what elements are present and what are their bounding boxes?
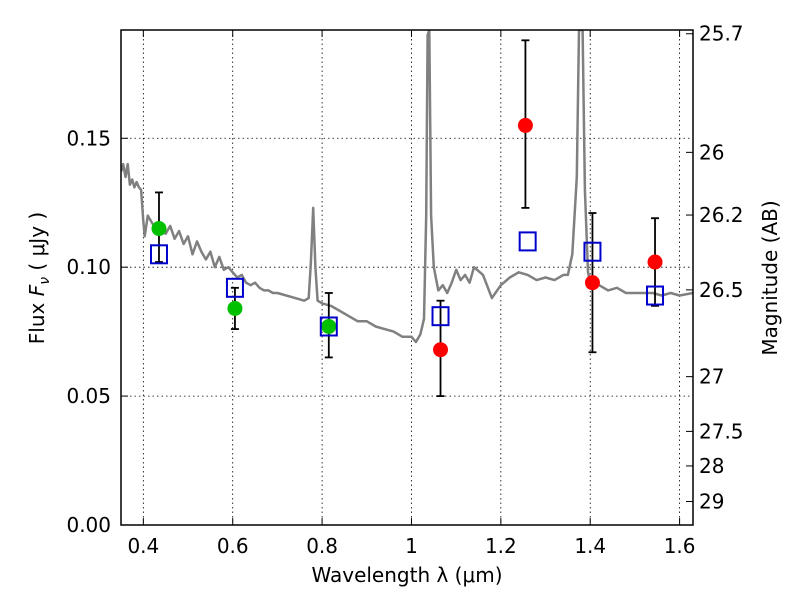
y-tick-label: 0.10 (66, 255, 111, 279)
right-axis-label: Magnitude (AB) (758, 200, 782, 355)
model-photometry-square (149, 244, 168, 265)
x-tick-label: 0.6 (217, 534, 249, 558)
x-tick-label: 1.4 (574, 534, 606, 558)
right-tick-label: 26 (699, 140, 724, 164)
model-photometry-square (583, 241, 602, 262)
x-tick-label: 1.2 (485, 534, 517, 558)
model-photometry-square (319, 316, 338, 337)
plot-area (121, 30, 693, 344)
y-axis-label-prefix: Flux (25, 296, 49, 344)
y-axis-label-sub: ν (37, 277, 53, 285)
observed-flux-red-point (433, 342, 449, 358)
x-axis-label: Wavelength λ (μm) (311, 563, 502, 587)
x-tick-label: 0.8 (306, 534, 338, 558)
x-tick-label: 1 (405, 534, 418, 558)
x-tick-label: 0.4 (127, 534, 159, 558)
observed-flux-red-point (647, 254, 663, 270)
axes: 0.4 0.6 0.8 1 1.2 1.4 1.6 0.00 0.05 0.10 0.15 25.7 2… (66, 22, 743, 558)
y-axis-label-suffix: ( μJy ) (25, 212, 49, 277)
model-photometry-square (225, 277, 244, 298)
x-tick-label: 1.6 (664, 534, 696, 558)
observed-flux-green-point (227, 300, 243, 316)
right-tick-label: 26.2 (699, 203, 744, 227)
model-photometry-square (518, 231, 537, 252)
observed-flux-red-point (517, 117, 533, 133)
y-tick-label: 0.00 (66, 513, 111, 537)
right-tick-label: 29 (699, 489, 724, 513)
right-tick-label: 27.5 (699, 419, 744, 443)
right-tick-label: 25.7 (699, 22, 744, 46)
model-photometry-square (646, 285, 665, 306)
model-spectrum-line (121, 30, 693, 344)
right-tick-label: 26.5 (699, 278, 744, 302)
markers (149, 117, 665, 358)
right-tick-label: 28 (699, 454, 724, 478)
model-photometry-square (431, 306, 450, 327)
observed-flux-red-point (584, 275, 600, 291)
observed-flux-green-point (321, 318, 337, 334)
y-tick-label: 0.15 (66, 126, 111, 150)
y-tick-label: 0.05 (66, 384, 111, 408)
right-tick-label: 27 (699, 365, 724, 389)
y-axis-label-symbol: F (25, 284, 49, 296)
y-axis-label: Flux Fν ( μJy ) (25, 212, 53, 344)
grid (121, 30, 693, 525)
plot-frame (120, 29, 694, 526)
observed-flux-green-point (151, 221, 167, 237)
